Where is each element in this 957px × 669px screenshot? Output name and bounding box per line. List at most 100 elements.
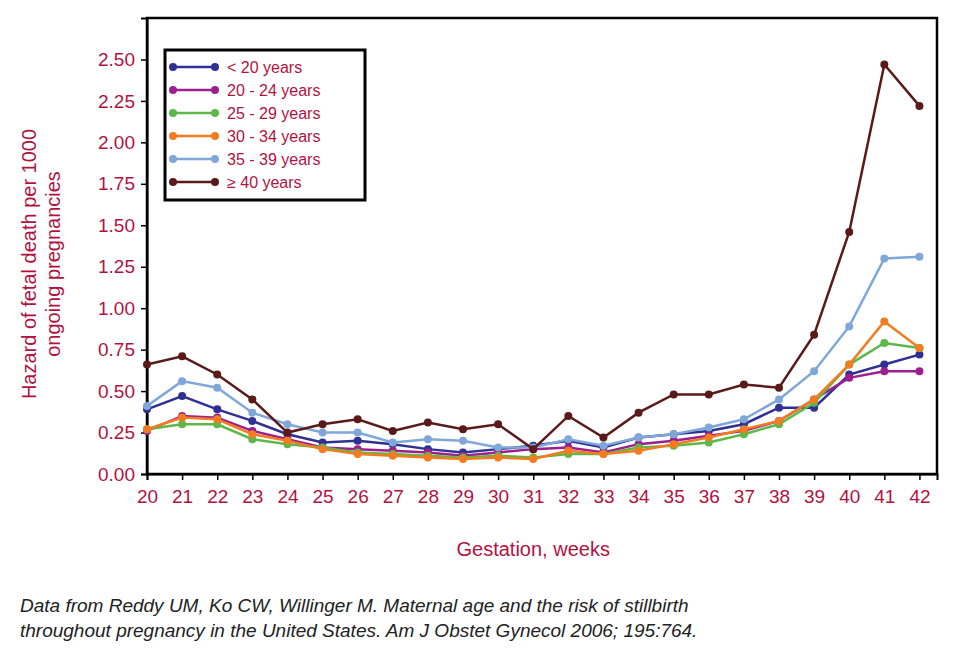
x-tick-label: 21 [172, 486, 193, 507]
legend-label: 30 - 34 years [227, 128, 320, 145]
series-marker [845, 228, 853, 236]
x-tick: 29 [453, 474, 474, 507]
x-tick: 33 [593, 474, 614, 507]
x-tick-label: 22 [207, 486, 228, 507]
y-tick-label: 1.75 [98, 173, 135, 194]
series-marker [178, 377, 186, 385]
series-marker [143, 425, 151, 433]
series-marker [389, 427, 397, 435]
x-tick-label: 39 [804, 486, 825, 507]
series-marker [319, 445, 327, 453]
legend-item: 20 - 24 years [169, 82, 320, 99]
series-line [147, 371, 919, 456]
series-marker [810, 395, 818, 403]
series-marker [354, 450, 362, 458]
legend-marker [169, 132, 177, 140]
series-marker [213, 415, 221, 423]
x-tick: 24 [277, 474, 299, 507]
legend-marker [169, 86, 177, 94]
series-marker [494, 443, 502, 451]
series-marker [775, 395, 783, 403]
series-marker [635, 447, 643, 455]
y-tick-label: 1.25 [98, 256, 135, 277]
x-tick: 22 [207, 474, 228, 507]
series-marker [213, 371, 221, 379]
series-marker [845, 322, 853, 330]
x-tick: 36 [699, 474, 720, 507]
y-tick-label: 0.25 [98, 422, 135, 443]
series-marker [599, 434, 607, 442]
series-marker [354, 429, 362, 437]
legend-marker [169, 63, 177, 71]
y-axis-title: Hazard of fetal death per 1000 [18, 129, 40, 399]
series-marker [213, 405, 221, 413]
series-marker [248, 409, 256, 417]
series-marker [564, 412, 572, 420]
x-tick: 38 [769, 474, 790, 507]
x-tick-label: 23 [242, 486, 263, 507]
series-marker [248, 430, 256, 438]
y-tick: 2.50 [98, 49, 147, 70]
plot-area: 0.000.250.500.751.001.251.501.752.002.25… [98, 18, 937, 507]
series-marker [915, 367, 923, 375]
y-tick: 2.25 [98, 90, 147, 111]
legend-item: 35 - 39 years [169, 151, 320, 168]
x-tick-label: 30 [488, 486, 509, 507]
y-tick-label: 2.50 [98, 49, 135, 70]
series-marker [319, 429, 327, 437]
series-marker [740, 380, 748, 388]
series-marker [283, 437, 291, 445]
y-tick: 1.50 [98, 215, 147, 236]
x-tick: 32 [558, 474, 579, 507]
series-marker [143, 402, 151, 410]
series-group [143, 60, 923, 463]
series-marker [915, 344, 923, 352]
series-marker [424, 419, 432, 427]
series-marker [775, 404, 783, 412]
x-tick: 31 [523, 474, 544, 507]
legend-marker [211, 86, 219, 94]
x-tick-label: 20 [137, 486, 158, 507]
series-marker [529, 445, 537, 453]
y-tick-label: 0.00 [98, 464, 135, 485]
series-marker [213, 384, 221, 392]
y-tick: 0.50 [98, 381, 147, 402]
x-tick: 28 [418, 474, 439, 507]
x-tick-label: 25 [312, 486, 333, 507]
y-tick: 1.25 [98, 256, 147, 277]
y-tick-label: 2.25 [98, 90, 135, 111]
series-marker [775, 384, 783, 392]
x-tick-label: 28 [418, 486, 439, 507]
x-tick-label: 29 [453, 486, 474, 507]
legend-label: 35 - 39 years [227, 151, 320, 168]
series-marker [880, 367, 888, 375]
series-marker [775, 417, 783, 425]
x-tick: 26 [348, 474, 369, 507]
x-tick: 30 [488, 474, 509, 507]
x-tick: 34 [628, 474, 650, 507]
x-tick: 20 [137, 474, 158, 507]
legend-swatch [173, 112, 215, 115]
x-axis-line [148, 475, 938, 481]
legend-box [165, 50, 365, 200]
series-marker [845, 374, 853, 382]
series-marker [635, 434, 643, 442]
legend-marker [169, 178, 177, 186]
series-marker [775, 417, 783, 425]
series-marker [354, 415, 362, 423]
legend-item: 30 - 34 years [169, 128, 320, 145]
series-marker [599, 442, 607, 450]
x-tick-label: 33 [593, 486, 614, 507]
series-marker [740, 425, 748, 433]
series-marker [529, 455, 537, 463]
series-marker [248, 395, 256, 403]
series-marker [459, 437, 467, 445]
y-tick-label: 2.00 [98, 132, 135, 153]
series-line [147, 321, 919, 459]
x-tick: 42 [909, 474, 930, 507]
y-tick-label: 0.50 [98, 381, 135, 402]
legend-swatch [173, 158, 215, 161]
x-tick-label: 38 [769, 486, 790, 507]
x-tick-label: 41 [874, 486, 895, 507]
y-tick: 0.25 [98, 422, 147, 443]
